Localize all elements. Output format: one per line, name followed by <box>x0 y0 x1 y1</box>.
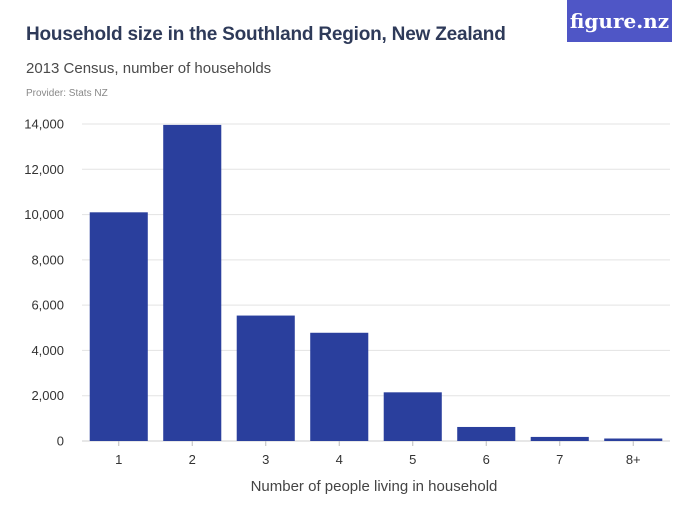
bar-8+[interactable] <box>604 438 663 441</box>
figure-nz-logo[interactable]: figure.nz <box>567 0 672 42</box>
bar-7[interactable] <box>530 436 589 441</box>
x-axis-ticks: 1 2 3 4 5 6 7 8+ <box>115 441 641 467</box>
bar-6[interactable] <box>457 426 516 441</box>
bar-2[interactable] <box>163 124 222 442</box>
bar-5[interactable] <box>383 392 442 441</box>
bar-4[interactable] <box>310 332 369 441</box>
bar-1[interactable] <box>89 212 148 441</box>
x-tick-label: 7 <box>556 452 563 467</box>
x-tick-label: 2 <box>189 452 196 467</box>
y-tick-label: 10,000 <box>24 207 64 222</box>
y-tick-label: 0 <box>57 434 64 449</box>
x-tick-label: 4 <box>336 452 343 467</box>
bars <box>89 124 663 442</box>
y-tick-label: 4,000 <box>31 343 64 358</box>
bar-3[interactable] <box>236 315 295 441</box>
chart-title: Household size in the Southland Region, … <box>26 24 506 45</box>
y-axis-ticks: 0 2,000 4,000 6,000 8,000 10,000 12,000 14,000 <box>24 117 64 449</box>
y-tick-label: 2,000 <box>31 388 64 403</box>
y-tick-label: 12,000 <box>24 162 64 177</box>
data-provider: Provider: Stats NZ <box>26 88 108 99</box>
y-tick-label: 14,000 <box>24 117 64 132</box>
x-tick-label: 8+ <box>626 452 641 467</box>
x-tick-label: 5 <box>409 452 416 467</box>
x-tick-label: 6 <box>483 452 490 467</box>
y-tick-label: 8,000 <box>31 252 64 267</box>
chart-subtitle: 2013 Census, number of households <box>26 60 272 77</box>
y-tick-label: 6,000 <box>31 298 64 313</box>
x-axis-title: Number of people living in household <box>251 478 498 495</box>
x-tick-label: 1 <box>115 452 122 467</box>
x-tick-label: 3 <box>262 452 269 467</box>
